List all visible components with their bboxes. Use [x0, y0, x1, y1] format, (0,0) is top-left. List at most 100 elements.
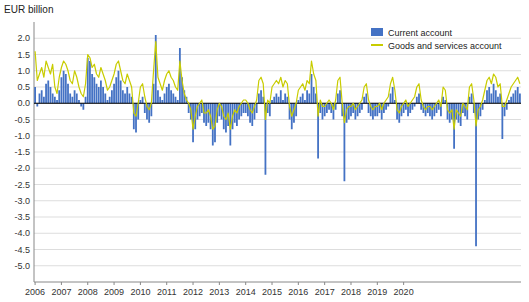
grid	[34, 38, 521, 266]
grid-line	[34, 200, 521, 201]
x-tick-label: 2014	[236, 287, 256, 297]
bar	[471, 94, 473, 104]
bar	[175, 97, 177, 104]
bar	[34, 87, 36, 103]
grid-line	[34, 217, 521, 218]
x-tick	[193, 282, 194, 285]
legend-label: Current account	[388, 28, 453, 38]
bar	[91, 74, 93, 103]
bar	[300, 97, 302, 104]
legend-swatch	[371, 28, 383, 36]
bar	[144, 103, 146, 113]
x-axis-line	[34, 282, 521, 283]
bar	[245, 103, 247, 113]
bar	[493, 84, 495, 104]
bar	[490, 94, 492, 104]
legend-label: Goods and services account	[388, 41, 502, 51]
x-tick	[324, 282, 325, 285]
bar	[47, 81, 49, 104]
bar	[76, 94, 78, 104]
bar	[486, 90, 488, 103]
y-tick-label: 1.5	[17, 50, 30, 60]
bar	[67, 84, 69, 104]
bar	[273, 97, 275, 104]
x-tick	[403, 282, 404, 285]
bar	[284, 94, 286, 104]
bar	[243, 103, 245, 113]
bar	[337, 94, 339, 104]
bar	[412, 103, 414, 110]
bar	[269, 103, 271, 116]
bar	[89, 61, 91, 103]
y-tick-label: 1.0	[17, 66, 30, 76]
y-tick-label: 2.0	[17, 33, 30, 43]
bar	[102, 87, 104, 103]
bar	[41, 90, 43, 103]
bar	[71, 97, 73, 104]
bar	[339, 90, 341, 103]
bar	[260, 90, 262, 103]
legend-swatch	[371, 44, 383, 46]
bar	[311, 74, 313, 103]
grid-line	[34, 168, 521, 169]
bar	[236, 103, 238, 126]
y-axis-label: EUR billion	[4, 4, 53, 15]
bar	[517, 87, 519, 103]
grid-line	[34, 152, 521, 153]
bar	[85, 97, 87, 104]
bar	[313, 87, 315, 103]
y-tick-label: -2.0	[14, 163, 30, 173]
x-tick-label: 2009	[104, 287, 124, 297]
line	[35, 42, 520, 130]
bar	[361, 103, 363, 110]
y-tick-label: -1.0	[14, 131, 30, 141]
bar	[497, 97, 499, 104]
bar	[115, 77, 117, 103]
bar	[65, 74, 67, 103]
bar	[39, 94, 41, 104]
bar	[109, 97, 111, 104]
legend: Current account Goods and services accoun…	[371, 28, 502, 51]
x-tick	[219, 282, 220, 285]
bar	[280, 90, 282, 103]
bar	[166, 87, 168, 103]
bar	[515, 90, 517, 103]
bar	[256, 103, 258, 113]
zero-line	[34, 103, 521, 104]
bar	[488, 87, 490, 103]
x-tick	[245, 282, 246, 285]
x-tick	[87, 282, 88, 285]
bar	[168, 84, 170, 104]
bar	[501, 103, 503, 139]
bar	[306, 90, 308, 103]
y-tick-label: -3.5	[14, 212, 30, 222]
bar	[418, 94, 420, 104]
axes: -5.0-4.5-4.0-3.5-3.0-2.5-2.0-1.5-1.0-0.5…	[14, 22, 521, 297]
bar	[276, 94, 278, 104]
bar	[111, 90, 113, 103]
bar	[385, 103, 387, 110]
bar	[251, 103, 253, 126]
bar	[118, 71, 120, 104]
x-tick-label: 2020	[394, 287, 414, 297]
x-tick-label: 2006	[25, 287, 45, 297]
grid-line	[34, 184, 521, 185]
x-tick-label: 2017	[315, 287, 335, 297]
grid-line	[34, 265, 521, 266]
bar	[74, 90, 76, 103]
bar	[363, 97, 365, 104]
y-tick-label: -0.5	[14, 115, 30, 125]
bar	[159, 97, 161, 104]
chart: -5.0-4.5-4.0-3.5-3.0-2.5-2.0-1.5-1.0-0.5…	[0, 0, 529, 302]
grid-line	[34, 233, 521, 234]
grid-line	[34, 135, 521, 136]
y-tick-label: -1.5	[14, 147, 30, 157]
x-tick	[61, 282, 62, 285]
x-tick-label: 2013	[209, 287, 229, 297]
y-tick-label: -4.0	[14, 228, 30, 238]
x-tick-label: 2019	[367, 287, 387, 297]
bar	[365, 94, 367, 104]
page: {"chart_data": { "type": "bar", "ylabel"…	[0, 0, 529, 302]
bar	[392, 87, 394, 103]
bar	[519, 94, 521, 104]
